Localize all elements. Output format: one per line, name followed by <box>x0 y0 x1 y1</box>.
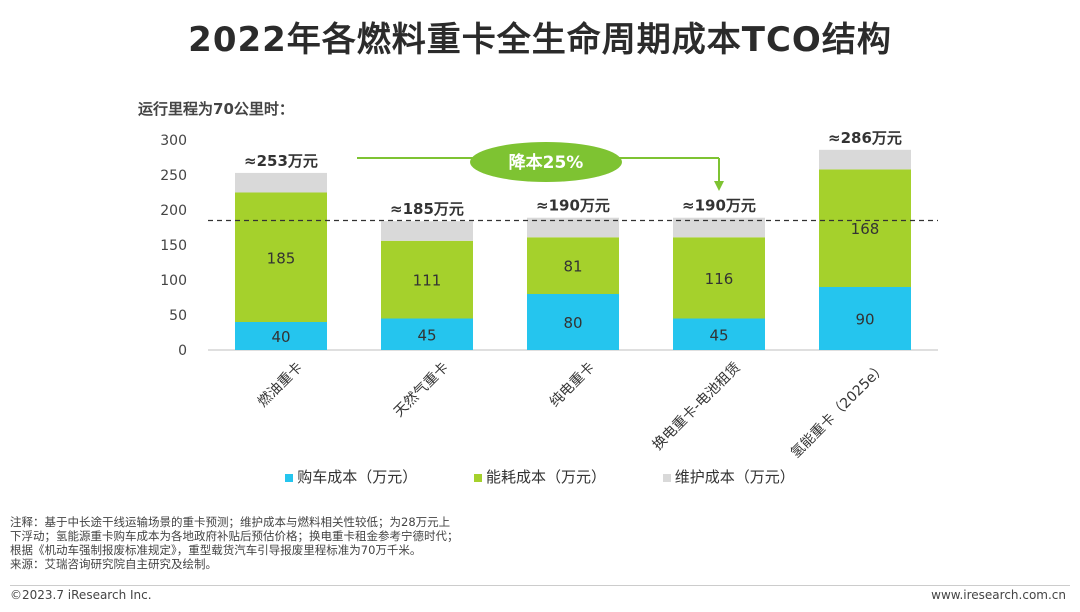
bar-segment-purchase <box>381 318 473 350</box>
data-label-energy: 81 <box>563 258 582 276</box>
bar-segment-energy <box>235 192 327 322</box>
data-label-energy: 185 <box>267 249 296 267</box>
legend-label-energy: 能耗成本（万元） <box>485 468 606 486</box>
legend-item-maintenance: 维护成本（万元） <box>662 466 795 487</box>
bar-total-label: ≈253万元 <box>244 152 318 170</box>
data-label-purchase: 45 <box>709 326 728 344</box>
legend-item-energy: 能耗成本（万元） <box>473 466 606 487</box>
annotation-label: 降本25% <box>509 152 584 173</box>
y-tick-label: 300 <box>160 133 187 149</box>
y-tick-label: 200 <box>160 203 187 219</box>
chart-subtitle: 运行里程为70公里时： <box>138 100 294 118</box>
legend-swatch-energy <box>473 473 482 482</box>
bar-segment-energy <box>527 237 619 294</box>
bar-total-label: ≈185万元 <box>390 200 464 218</box>
y-tick-label: 50 <box>169 308 187 324</box>
source-line: 来源：艾瑞咨询研究院自主研究及绘制。 <box>10 557 217 571</box>
note-line: 下浮动；氢能源重卡购车成本为各地政府补贴后预估价格；换电重卡租金参考宁德时代； <box>10 529 459 543</box>
category-label: 天然气重卡 <box>390 359 452 421</box>
data-label-energy: 116 <box>705 270 734 288</box>
footer-divider <box>10 585 1070 586</box>
bar-segment-energy <box>819 169 911 287</box>
category-label: 换电重卡-电池租赁 <box>649 359 744 454</box>
data-label-energy: 168 <box>851 220 880 238</box>
data-label-purchase: 40 <box>271 328 290 346</box>
page-title: 2022年各燃料重卡全生命周期成本TCO结构 <box>188 20 892 60</box>
legend-swatch-purchase <box>285 473 294 482</box>
data-label-purchase: 45 <box>417 326 436 344</box>
y-tick-label: 150 <box>160 238 187 254</box>
bar-segment-energy <box>673 237 765 319</box>
data-label-energy: 111 <box>413 272 442 290</box>
footer-copyright: ©2023.7 iResearch Inc. <box>10 588 152 602</box>
bar-segment-purchase <box>673 318 765 350</box>
category-label: 燃油重卡 <box>254 359 306 411</box>
bar-segment-purchase <box>819 287 911 350</box>
chart-notes: 注释：基于中长途干线运输场景的重卡预测；维护成本与燃料相关性较低；为28万元上 … <box>10 515 459 571</box>
bar-segment-maintenance <box>527 217 619 238</box>
note-line: 根据《机动车强制报废标准规定》，重型载货汽车引导报废里程标准为70万千米。 <box>10 543 422 557</box>
bar-total-label: ≈286万元 <box>828 129 902 147</box>
bar-total-label: ≈190万元 <box>682 197 756 215</box>
y-tick-label: 0 <box>178 343 187 359</box>
bar-total-label: ≈190万元 <box>536 197 610 215</box>
bar-segment-purchase <box>235 322 327 350</box>
annotation-ellipse <box>470 142 622 182</box>
legend-label-purchase: 购车成本（万元） <box>297 468 418 486</box>
bar-segment-maintenance <box>673 217 765 238</box>
note-line: 注释：基于中长途干线运输场景的重卡预测；维护成本与燃料相关性较低；为28万元上 <box>10 515 451 529</box>
legend-item-purchase: 购车成本（万元） <box>285 466 417 487</box>
chart-legend: 购车成本（万元） 能耗成本（万元） 维护成本（万元） <box>0 466 1080 487</box>
bar-segment-maintenance <box>235 172 327 193</box>
bar-segment-maintenance <box>819 149 911 170</box>
bar-segment-energy <box>381 240 473 319</box>
bar-segment-maintenance <box>381 221 473 241</box>
legend-label-maintenance: 维护成本（万元） <box>674 468 795 486</box>
category-label: 氢能重卡（2025e） <box>788 360 890 462</box>
y-tick-label: 100 <box>160 273 187 289</box>
bar-segment-purchase <box>527 294 619 350</box>
legend-swatch-maintenance <box>662 473 671 482</box>
arrow-head-icon <box>714 181 724 191</box>
y-tick-label: 250 <box>160 168 187 184</box>
data-label-purchase: 80 <box>563 314 582 332</box>
category-label: 纯电重卡 <box>547 360 598 411</box>
data-label-purchase: 90 <box>855 311 874 329</box>
footer-website: www.iresearch.com.cn <box>931 588 1066 602</box>
